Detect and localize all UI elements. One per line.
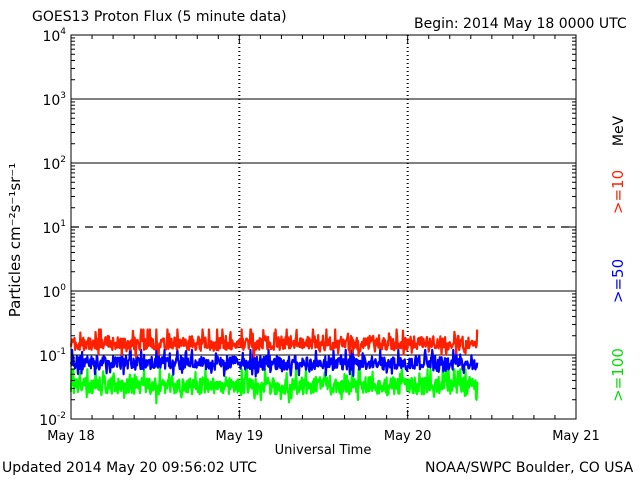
y-tick-label: 102 [42, 155, 66, 173]
series-line-gte50 [69, 348, 479, 378]
y-tick-label: 103 [42, 91, 66, 109]
x-axis-label: Universal Time [275, 443, 372, 458]
legend-label-gte50: >=50 [609, 259, 627, 303]
mev-units-label: MeV [611, 115, 627, 146]
series-line-gte10 [69, 328, 479, 358]
y-tick-label: 104 [42, 27, 66, 45]
y-tick-label: 10-1 [39, 347, 66, 365]
chart-title: GOES13 Proton Flux (5 minute data) [32, 9, 287, 25]
begin-time-label: Begin: 2014 May 18 0000 UTC [414, 16, 627, 32]
x-tick-label: May 21 [552, 429, 600, 444]
legend-label-gte100: >=100 [609, 348, 627, 402]
data-source-label: NOAA/SWPC Boulder, CO USA [425, 460, 634, 476]
y-tick-label: 10-2 [39, 411, 66, 429]
x-tick-label: May 19 [216, 429, 264, 444]
y-axis-label: Particles cm⁻²s⁻¹sr⁻¹ [6, 163, 24, 317]
legend-label-gte10: >=10 [609, 170, 627, 214]
updated-timestamp: Updated 2014 May 20 09:56:02 UTC [2, 460, 257, 476]
y-tick-label: 101 [42, 219, 66, 237]
x-tick-label: May 18 [47, 429, 95, 444]
x-tick-label: May 20 [384, 429, 432, 444]
series-line-gte100 [69, 368, 479, 405]
y-tick-label: 100 [42, 283, 66, 301]
